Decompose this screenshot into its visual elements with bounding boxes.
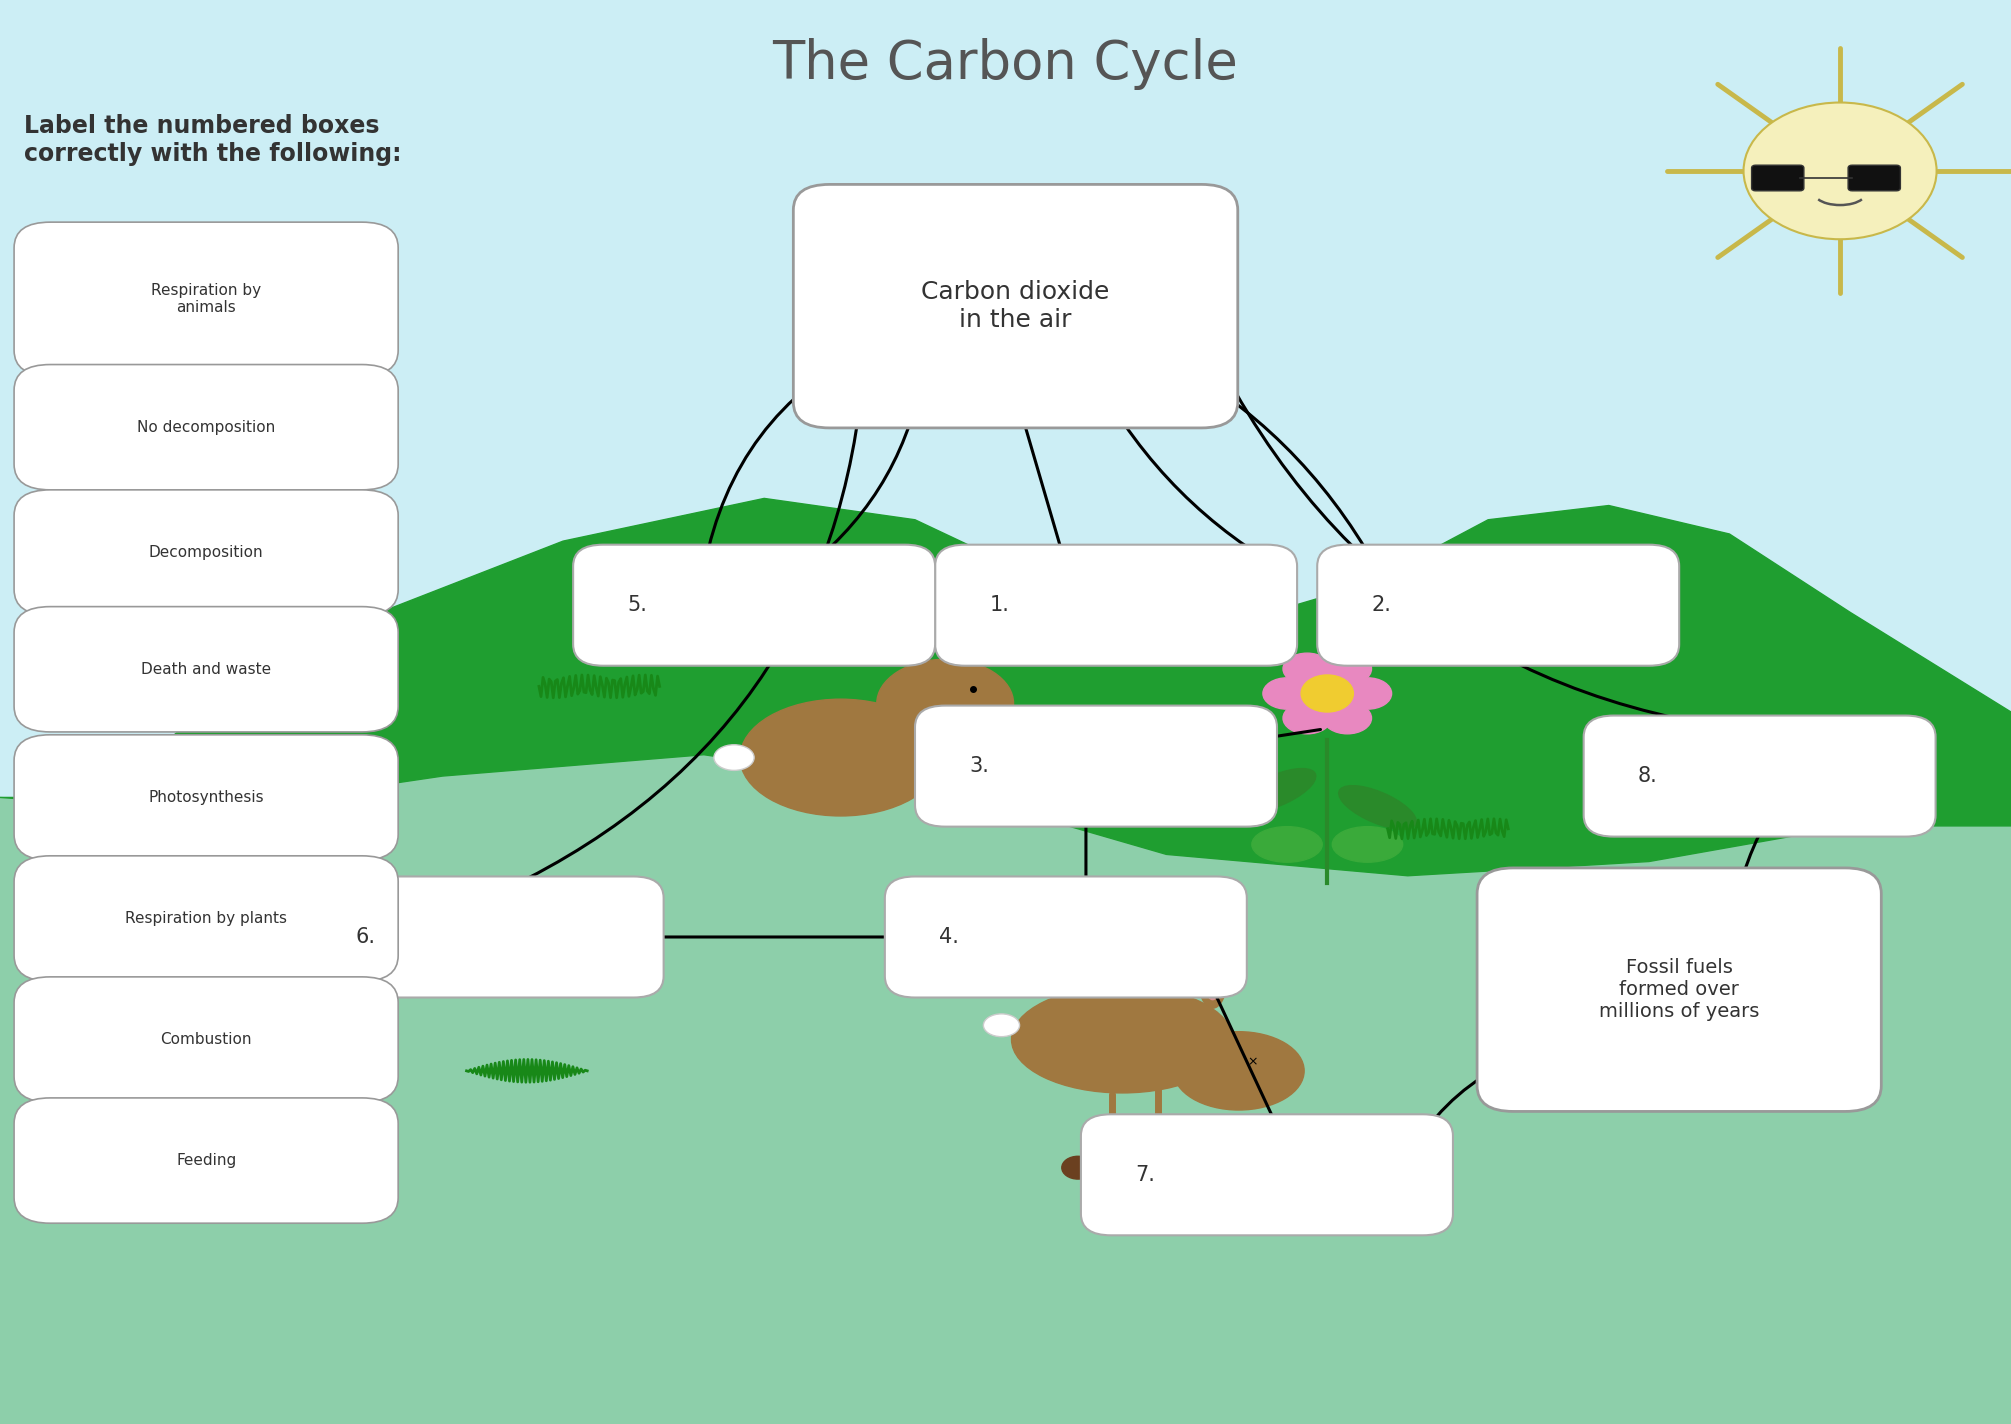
FancyBboxPatch shape <box>14 856 398 981</box>
Text: 8.: 8. <box>1637 766 1657 786</box>
FancyBboxPatch shape <box>302 877 664 997</box>
Text: Label the numbered boxes
correctly with the following:: Label the numbered boxes correctly with … <box>24 114 402 165</box>
FancyBboxPatch shape <box>14 607 398 732</box>
Ellipse shape <box>1174 1031 1305 1111</box>
FancyBboxPatch shape <box>915 706 1277 826</box>
FancyBboxPatch shape <box>1848 165 1900 191</box>
Ellipse shape <box>1012 985 1233 1094</box>
FancyBboxPatch shape <box>1080 1114 1452 1235</box>
Ellipse shape <box>740 699 941 816</box>
Ellipse shape <box>1205 960 1221 1000</box>
Ellipse shape <box>1331 826 1404 862</box>
FancyBboxPatch shape <box>14 365 398 490</box>
FancyBboxPatch shape <box>573 545 935 666</box>
Ellipse shape <box>1339 786 1416 829</box>
Text: 4.: 4. <box>939 927 959 947</box>
Text: Feeding: Feeding <box>177 1153 235 1168</box>
FancyBboxPatch shape <box>14 735 398 860</box>
Text: Combustion: Combustion <box>161 1032 251 1047</box>
Ellipse shape <box>1263 678 1311 709</box>
Ellipse shape <box>1239 769 1315 812</box>
Ellipse shape <box>877 659 1014 748</box>
Circle shape <box>1744 103 1937 239</box>
FancyBboxPatch shape <box>14 1098 398 1223</box>
Ellipse shape <box>1323 702 1372 733</box>
FancyBboxPatch shape <box>1583 716 1935 837</box>
Text: Respiration by plants: Respiration by plants <box>125 911 288 926</box>
Text: Photosynthesis: Photosynthesis <box>149 790 263 805</box>
FancyBboxPatch shape <box>935 545 1297 666</box>
Text: Respiration by
animals: Respiration by animals <box>151 283 261 315</box>
Ellipse shape <box>1199 951 1227 1008</box>
Text: Carbon dioxide
in the air: Carbon dioxide in the air <box>921 281 1110 332</box>
Ellipse shape <box>1323 654 1372 685</box>
Circle shape <box>1116 1168 1148 1190</box>
Text: Death and waste: Death and waste <box>141 662 271 676</box>
FancyBboxPatch shape <box>792 184 1237 427</box>
Ellipse shape <box>1251 826 1323 862</box>
Ellipse shape <box>931 564 963 632</box>
Ellipse shape <box>893 567 929 641</box>
FancyBboxPatch shape <box>1752 165 1804 191</box>
Text: 3.: 3. <box>969 756 989 776</box>
Text: No decomposition: No decomposition <box>137 420 276 434</box>
Text: 6.: 6. <box>356 927 376 947</box>
Ellipse shape <box>939 574 955 622</box>
Ellipse shape <box>1343 678 1392 709</box>
Polygon shape <box>0 498 2011 876</box>
Text: 1.: 1. <box>989 595 1010 615</box>
Text: 5.: 5. <box>627 595 648 615</box>
Ellipse shape <box>983 1014 1020 1037</box>
Text: Fossil fuels
formed over
millions of years: Fossil fuels formed over millions of yea… <box>1599 958 1760 1021</box>
Circle shape <box>1062 1156 1094 1179</box>
FancyBboxPatch shape <box>14 222 398 376</box>
FancyBboxPatch shape <box>14 490 398 615</box>
Circle shape <box>1301 675 1353 712</box>
FancyBboxPatch shape <box>14 977 398 1102</box>
FancyBboxPatch shape <box>1317 545 1679 666</box>
Text: The Carbon Cycle: The Carbon Cycle <box>772 38 1239 90</box>
FancyBboxPatch shape <box>1476 867 1882 1111</box>
Circle shape <box>1166 1156 1199 1179</box>
FancyBboxPatch shape <box>885 877 1247 997</box>
Ellipse shape <box>1283 654 1331 685</box>
Text: 7.: 7. <box>1134 1165 1154 1185</box>
Ellipse shape <box>1283 702 1331 733</box>
Text: 2.: 2. <box>1372 595 1392 615</box>
Ellipse shape <box>901 578 921 629</box>
Ellipse shape <box>714 745 754 770</box>
Text: ×: × <box>1247 1055 1259 1069</box>
Text: Decomposition: Decomposition <box>149 545 263 560</box>
Polygon shape <box>0 755 2011 1424</box>
